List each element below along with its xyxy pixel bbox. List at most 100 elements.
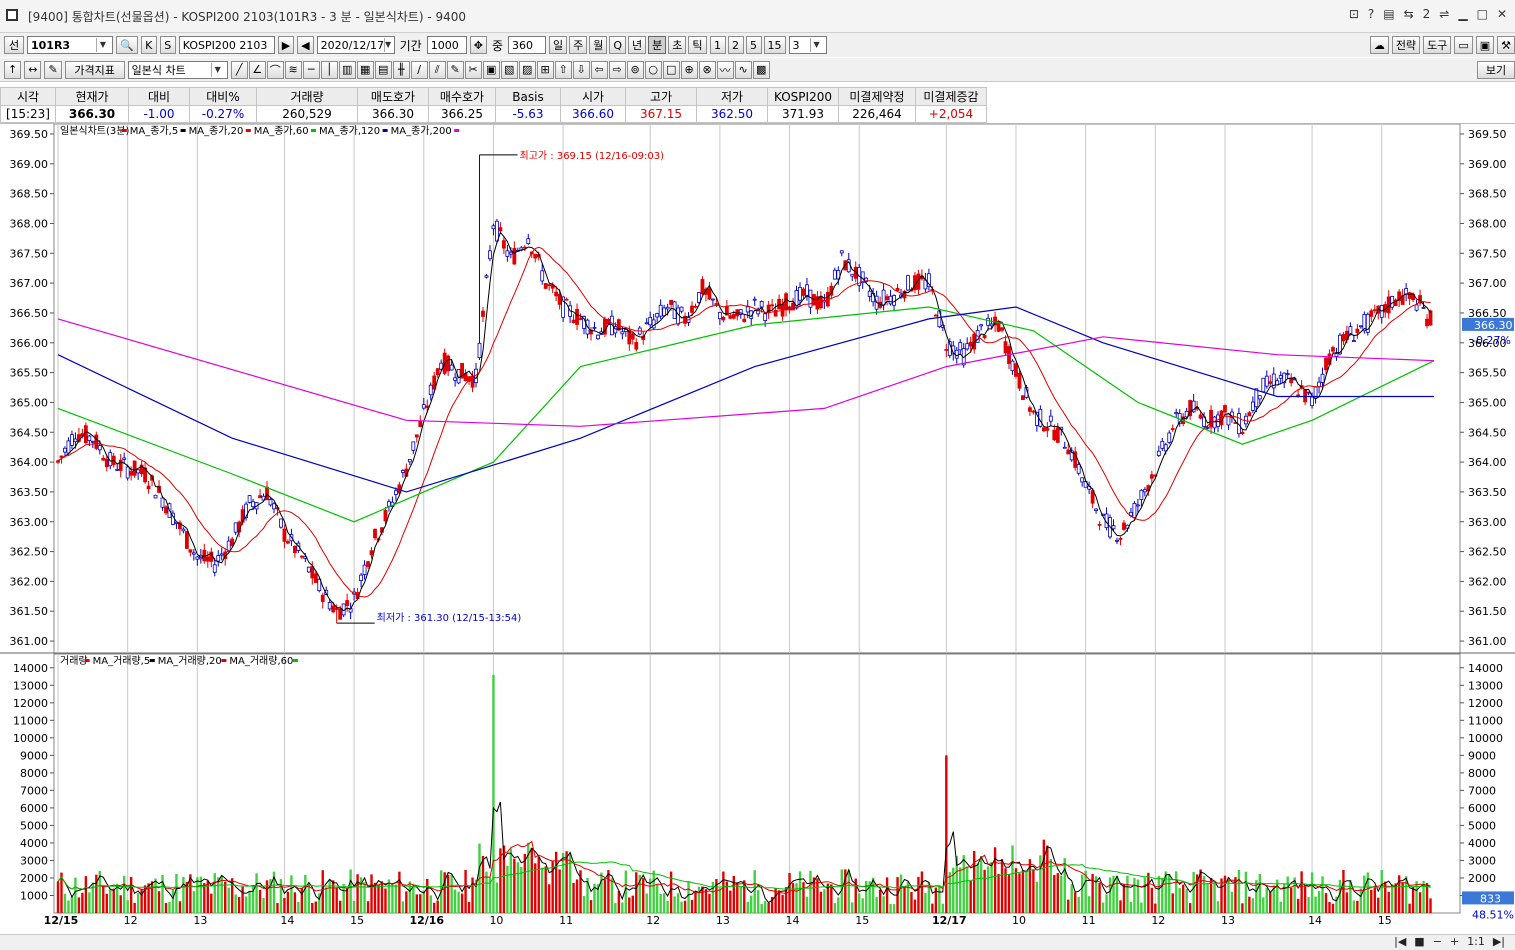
period-input[interactable]: 1000 (426, 36, 467, 54)
cloud-icon[interactable]: ☁ (1369, 36, 1389, 54)
drawing-tool-icon-3[interactable]: ≋ (284, 60, 302, 79)
drawing-tool-icon-1[interactable]: ∠ (248, 60, 266, 79)
drawing-tool-icon-10[interactable]: ∕ (410, 60, 428, 79)
drawing-tool-icon-13[interactable]: ✂ (464, 60, 482, 79)
interval-button-5[interactable]: 분 (648, 36, 667, 54)
drawing-tool-icon-15[interactable]: ▧ (500, 60, 518, 79)
drawing-tool-icon-12[interactable]: ✎ (446, 60, 464, 79)
drawing-tool-icon-28[interactable]: ∿ (734, 60, 752, 79)
drawing-tool-icon-21[interactable]: ⇨ (608, 60, 626, 79)
drawing-tool-icon-8[interactable]: ▤ (374, 60, 392, 79)
price-indicator-button[interactable]: 가격지표 (64, 60, 125, 79)
save-icon[interactable]: ▣ (1475, 36, 1495, 54)
drawing-tool-icon-16[interactable]: ▨ (518, 60, 536, 79)
expand-icon[interactable]: ↔ (24, 60, 42, 79)
edit-icon[interactable]: ✎ (44, 60, 62, 79)
s-button[interactable]: S (159, 36, 176, 54)
strategy-button[interactable]: 전략 (1391, 36, 1421, 54)
drawing-tool-icon-18[interactable]: ⇧ (554, 60, 572, 79)
zoom-in-icon[interactable]: + (1449, 935, 1460, 948)
wrench-icon[interactable]: ⚒ (1497, 36, 1515, 54)
interval-button-6[interactable]: 초 (668, 36, 687, 54)
candle-body (926, 273, 931, 288)
open-folder-icon[interactable]: ▭ (1454, 36, 1473, 54)
drawing-tool-icon-29[interactable]: ▩ (752, 60, 770, 79)
maximize-button[interactable]: □ (1476, 7, 1488, 21)
volume-tick-label-right: 13000 (1468, 679, 1503, 692)
drawing-tool-icon-7[interactable]: ▦ (356, 60, 374, 79)
minute-button-3[interactable]: 15 (763, 36, 786, 54)
stop-icon[interactable]: ■ (1414, 935, 1425, 948)
scroll-left-icon[interactable]: |◀ (1394, 935, 1407, 948)
drawing-tool-icon-5[interactable]: │ (320, 60, 338, 79)
candle-body (766, 304, 771, 313)
date-input[interactable]: 2020/12/17 ▼ (316, 36, 395, 54)
settings-icon[interactable]: ⇌ (1439, 7, 1450, 21)
drawing-tool-icon-25[interactable]: ⊕ (680, 60, 698, 79)
drawing-tool-icon-19[interactable]: ⇩ (572, 60, 590, 79)
arrows-icon[interactable]: ✥ (469, 36, 487, 54)
chart-area[interactable]: 361.00 361.00 361.50 361.50 362.00 362.00 362.… (0, 123, 1515, 934)
candle-body (784, 293, 788, 311)
drawing-tool-icon-17[interactable]: ⊞ (536, 60, 554, 79)
drawing-tool-icon-24[interactable]: □ (662, 60, 680, 79)
candle-body (446, 355, 451, 372)
zoom-ratio-button[interactable]: 1:1 (1467, 935, 1485, 948)
interval-button-2[interactable]: 월 (589, 36, 608, 54)
drawing-tool-icon-20[interactable]: ⇦ (590, 60, 608, 79)
candle-body (1045, 428, 1050, 431)
drawing-tool-icon-23[interactable]: ○ (644, 60, 662, 79)
minute-button-2[interactable]: 5 (745, 36, 762, 54)
drawing-tool-icon-26[interactable]: ⊗ (698, 60, 716, 79)
interval-button-1[interactable]: 주 (569, 36, 588, 54)
drawing-tool-icon-9[interactable]: ╫ (392, 60, 410, 79)
volume-bar (840, 869, 843, 913)
drawing-tool-icon-22[interactable]: ⊚ (626, 60, 644, 79)
view-button[interactable]: 보기 (1477, 60, 1515, 79)
x-tick-label: 12 (124, 914, 138, 927)
print-icon[interactable]: ▤ (1383, 7, 1395, 21)
minute-button-0[interactable]: 1 (709, 36, 726, 54)
chevron-down-icon[interactable]: ▼ (96, 38, 109, 52)
help-button[interactable]: ? (1367, 7, 1375, 21)
candle-body (589, 329, 593, 335)
chart-type-select[interactable]: 일본식 차트 ▼ (127, 60, 228, 79)
prev-arrow-icon[interactable]: ◀ (297, 36, 314, 54)
candle-body (571, 319, 576, 323)
volume-bar (931, 903, 934, 913)
tools-button[interactable]: 도구 (1423, 36, 1452, 54)
link-icon[interactable]: ⇆ (1403, 7, 1414, 21)
pin-icon[interactable]: ⊡ (1348, 7, 1359, 21)
chevron-down-icon[interactable]: ▼ (809, 38, 823, 52)
volume-tag: 833 (1480, 892, 1501, 905)
chevron-down-icon[interactable]: ▼ (210, 62, 224, 77)
drawing-tool-icon-2[interactable]: ⌒ (266, 60, 284, 79)
scroll-right-icon[interactable]: ▶| (1492, 935, 1505, 948)
minimize-button[interactable]: ▁ (1458, 7, 1468, 21)
candle-body (711, 298, 715, 301)
drawing-tool-icon-0[interactable]: ╱ (230, 60, 248, 79)
minute-button-1[interactable]: 2 (727, 36, 744, 54)
minute-select[interactable]: 3 ▼ (788, 36, 827, 54)
drawing-tool-icon-27[interactable]: 〰 (716, 60, 734, 79)
next-arrow-icon[interactable]: ▶ (277, 36, 295, 54)
drawing-tool-icon-11[interactable]: ⫽ (428, 60, 446, 79)
close-button[interactable]: ✕ (1496, 7, 1507, 21)
search-icon[interactable]: 🔍 (116, 36, 138, 54)
interval-button-0[interactable]: 일 (549, 36, 568, 54)
zoom-out-icon[interactable]: − (1432, 935, 1442, 948)
drawing-tool-icon-6[interactable]: ▥ (338, 60, 356, 79)
up-arrow-icon[interactable]: ↑ (4, 60, 22, 79)
k-button[interactable]: K (140, 36, 157, 54)
screen-number-button[interactable]: 2 (1422, 7, 1431, 21)
interval-button-3[interactable]: Q (609, 36, 627, 54)
chart-canvas[interactable]: 361.00 361.00 361.50 361.50 362.00 362.00 362.… (0, 123, 1515, 934)
drawing-tool-icon-14[interactable]: ▣ (482, 60, 500, 79)
code-input[interactable]: 101R3 ▼ (27, 36, 113, 54)
calendar-dropdown-icon[interactable]: ▼ (384, 38, 391, 52)
type-select-button[interactable]: 선 (4, 36, 24, 54)
interval-button-4[interactable]: 년 (628, 36, 647, 54)
drawing-tool-icon-4[interactable]: ─ (302, 60, 320, 79)
count-input[interactable]: 360 (508, 36, 546, 54)
interval-button-7[interactable]: 틱 (688, 36, 707, 54)
